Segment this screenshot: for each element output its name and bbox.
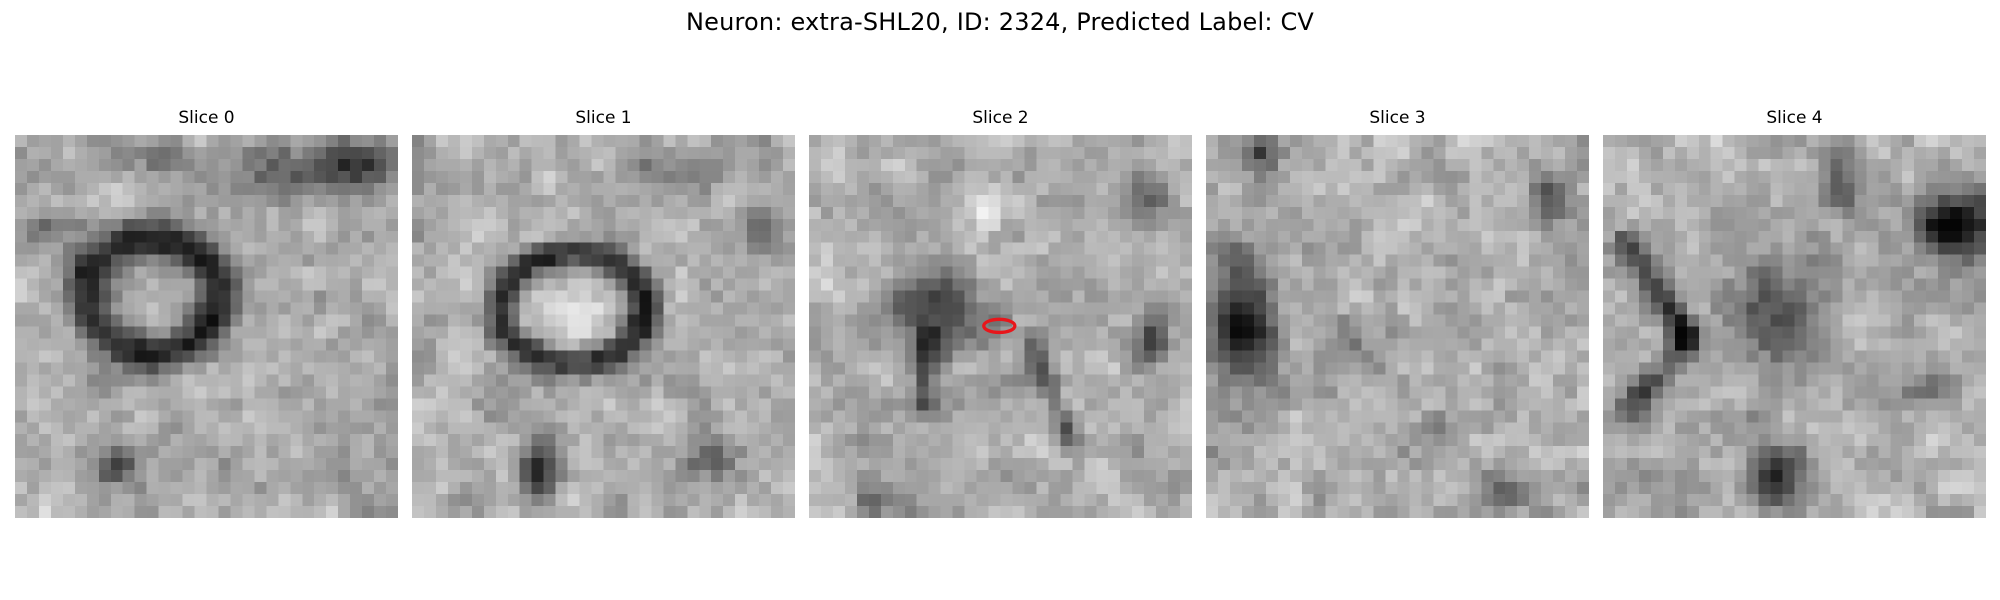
slice-panel-3: Slice 3 [1206, 108, 1589, 518]
slice-image [1206, 135, 1589, 518]
slice-panel-2: Slice 2 [809, 108, 1192, 518]
slice-title: Slice 0 [178, 108, 235, 128]
slice-title: Slice 4 [1766, 108, 1823, 128]
slice-panel-4: Slice 4 [1603, 108, 1986, 518]
slice-panel-0: Slice 0 [15, 108, 398, 518]
slice-image [412, 135, 795, 518]
slice-image [1603, 135, 1986, 518]
marker-ellipse [982, 317, 1017, 335]
figure-title: Neuron: extra-SHL20, ID: 2324, Predicted… [685, 8, 1315, 36]
slice-image [809, 135, 1192, 518]
slice-title: Slice 1 [575, 108, 632, 128]
slice-panel-1: Slice 1 [412, 108, 795, 518]
slice-title: Slice 3 [1369, 108, 1426, 128]
slice-image [15, 135, 398, 518]
slice-title: Slice 2 [972, 108, 1029, 128]
